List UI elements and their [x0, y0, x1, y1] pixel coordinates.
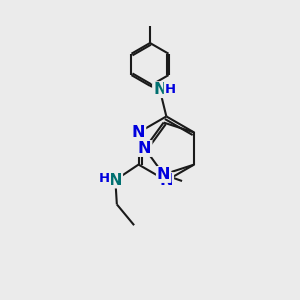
Text: N: N	[109, 172, 122, 188]
Text: H: H	[99, 172, 110, 185]
Text: H: H	[165, 82, 176, 96]
Text: N: N	[138, 141, 152, 156]
Text: N: N	[160, 173, 173, 188]
Text: N: N	[153, 82, 166, 97]
Text: N: N	[132, 125, 145, 140]
Text: N: N	[157, 167, 170, 182]
